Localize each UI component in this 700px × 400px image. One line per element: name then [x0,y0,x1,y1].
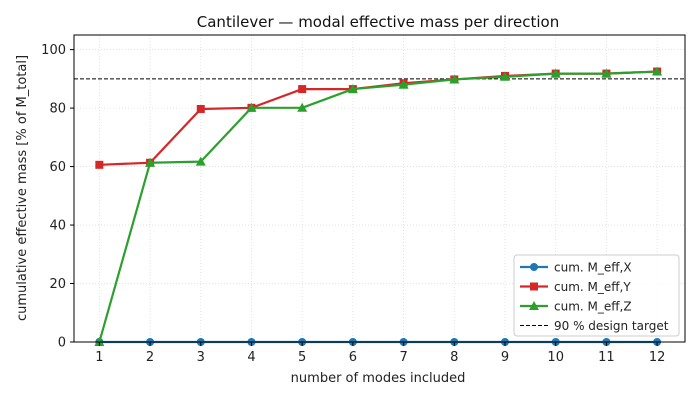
x-tick-label: 10 [547,350,564,365]
y-axis: 0 20 40 60 80 100 [41,43,74,351]
data-point [95,160,104,169]
x-tick-label: 12 [649,350,666,365]
x-tick-label: 2 [146,350,154,365]
legend-marker [529,301,539,310]
x-tick-label: 1 [95,350,103,365]
x-axis: 1 2 3 4 5 6 7 8 9 10 11 12 [95,342,665,365]
legend-item: cum. M_eff,X [520,261,632,275]
series-3 [94,66,663,346]
data-point [298,85,307,94]
legend-marker [530,263,538,271]
data-point [398,79,409,89]
x-tick-label: 5 [298,350,306,365]
data-point [601,68,612,78]
y-axis-label: cumulative effective mass [% of M_total] [15,55,30,321]
legend-label: cum. M_eff,Y [554,280,631,294]
y-tick-label: 40 [49,219,66,234]
legend-marker [530,282,538,291]
data-point [145,157,156,167]
x-tick-label: 7 [399,350,407,365]
legend-item: 90 % design target [520,319,669,333]
data-point [347,84,358,94]
x-tick-label: 3 [197,350,205,365]
legend-label: cum. M_eff,Z [554,300,632,314]
x-axis-label: number of modes included [291,371,466,386]
legend-item: cum. M_eff,Y [520,280,631,294]
data-point [499,71,510,81]
chart-title: Cantilever — modal effective mass per di… [197,13,559,31]
legend-label: cum. M_eff,X [554,261,632,275]
legend: cum. M_eff,X cum. M_eff,Y cum. M_eff,Z 90 %… [513,254,680,337]
data-point [246,102,257,112]
x-tick-label: 4 [247,350,255,365]
x-tick-label: 9 [501,350,509,365]
y-tick-label: 80 [49,102,66,117]
legend-item: cum. M_eff,Z [520,300,632,314]
data-point [550,68,561,78]
legend-box [513,254,680,337]
plot-frame [73,34,686,343]
data-point [449,74,460,84]
y-tick-label: 60 [49,160,66,175]
data-point [652,66,663,76]
x-tick-label: 11 [598,350,615,365]
y-tick-label: 100 [41,43,66,58]
data-point [195,156,206,166]
data-point [196,104,205,113]
x-tick-label: 6 [349,350,357,365]
data-point [297,102,308,112]
series-line [98,70,658,343]
y-tick-label: 20 [49,277,66,292]
y-tick-label: 0 [58,336,66,351]
legend-label: 90 % design target [554,319,669,333]
x-tick-label: 8 [450,350,458,365]
